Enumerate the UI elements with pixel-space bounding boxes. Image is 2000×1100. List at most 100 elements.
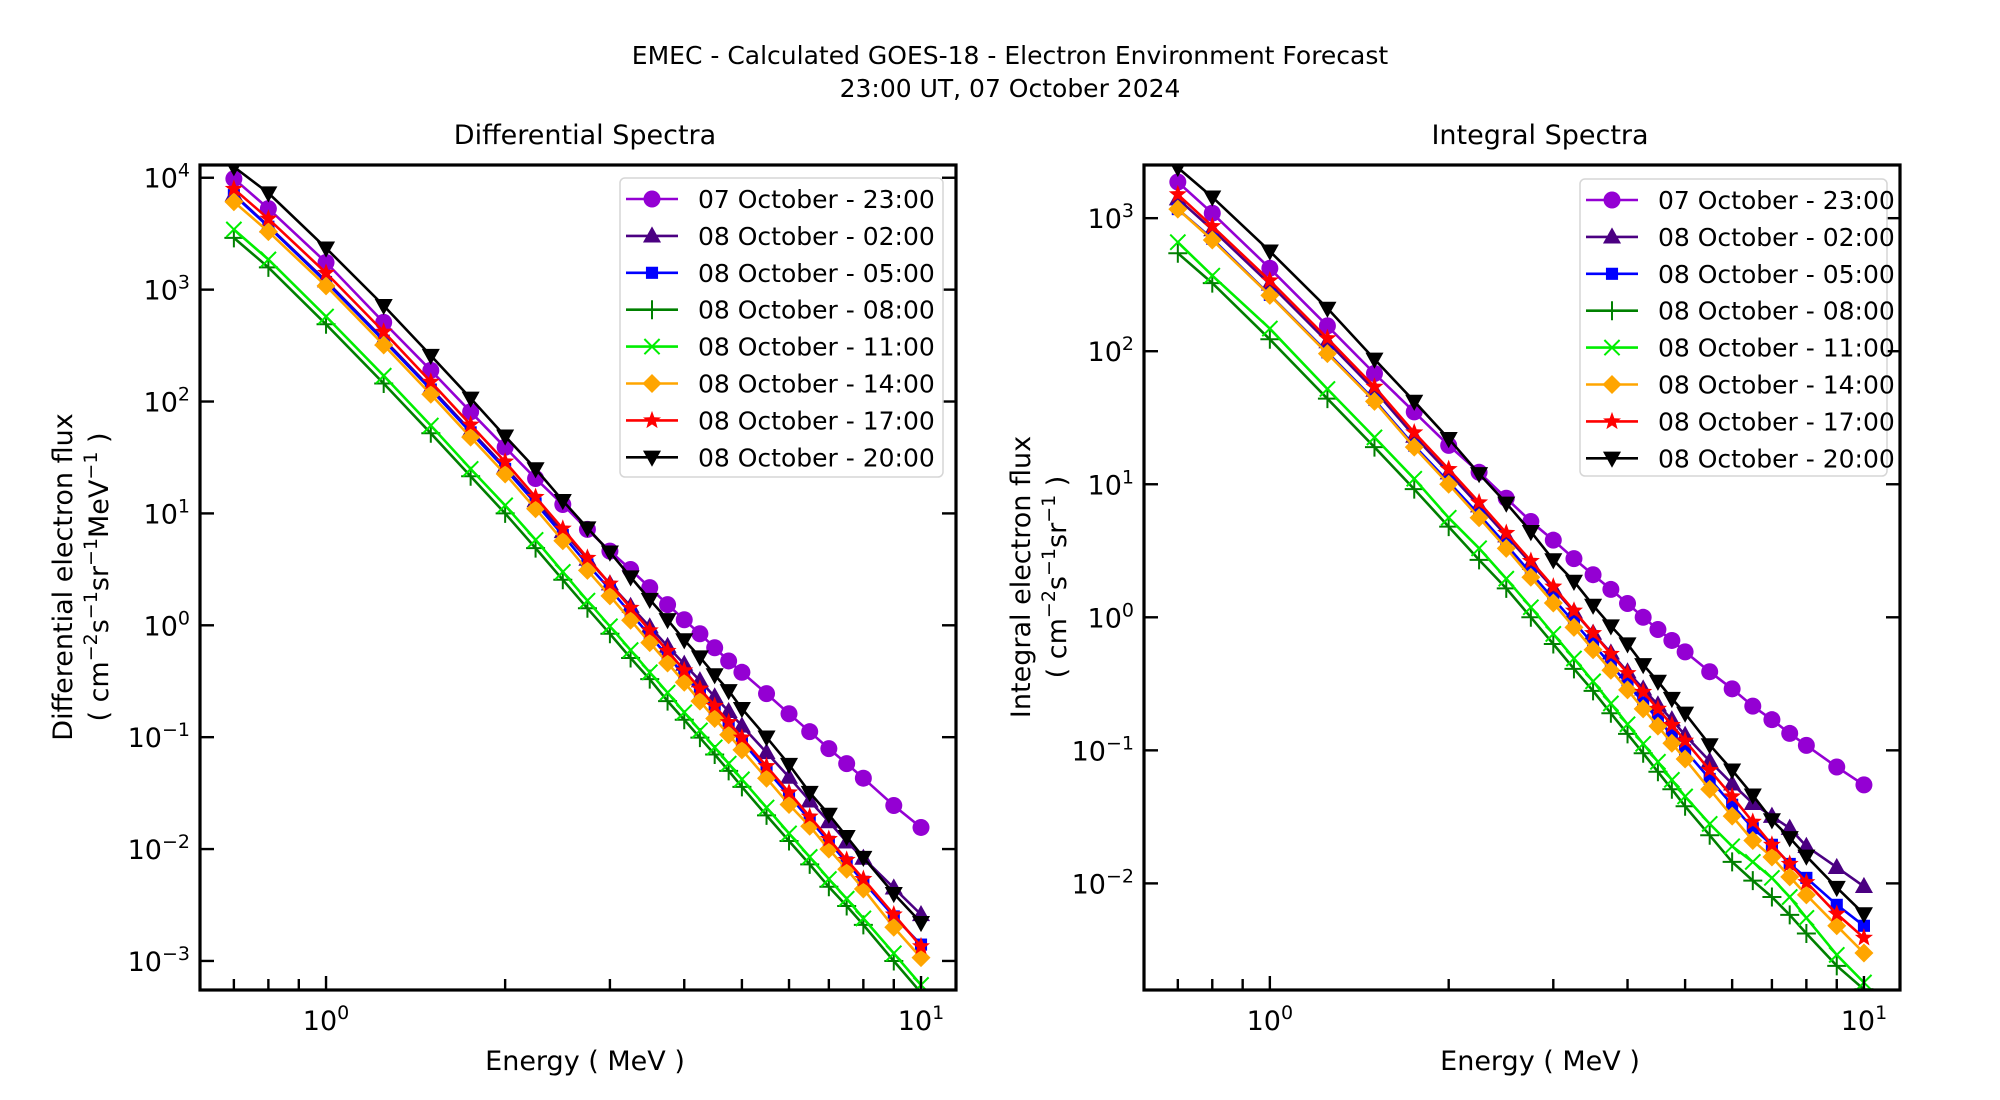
differential-data-point <box>719 712 738 730</box>
differential-data-point <box>225 170 243 188</box>
differential-data-point <box>421 348 440 365</box>
differential-data-point <box>885 797 903 815</box>
differential-data-point <box>421 384 441 404</box>
differential-data-point <box>317 241 336 258</box>
integral-data-point <box>1364 391 1384 411</box>
differential-data-point <box>706 739 723 756</box>
differential-data-point <box>691 722 709 739</box>
integral-data-point <box>1634 682 1653 700</box>
integral-data-point <box>1601 619 1620 636</box>
differential-data-point <box>705 668 724 685</box>
differential-data-point <box>758 799 775 816</box>
integral-data-point <box>1827 904 1846 922</box>
differential-data-point <box>316 276 336 296</box>
differential-data-point <box>800 807 819 825</box>
differential-legend-label: 08 October - 20:00 <box>698 443 935 472</box>
integral-data-point <box>1602 580 1620 598</box>
integral-legend-item: 08 October - 05:00 <box>1586 260 1895 289</box>
integral-data-point <box>1439 459 1458 477</box>
integral-data-point <box>1564 574 1583 591</box>
integral-data-point <box>1780 905 1800 925</box>
differential-data-point <box>757 756 776 774</box>
differential-data-point <box>259 186 278 203</box>
differential-legend-label: 08 October - 02:00 <box>698 222 935 251</box>
integral-data-point <box>1602 695 1620 712</box>
integral-data-point <box>1496 578 1516 598</box>
differential-legend-box <box>619 177 944 478</box>
differential-data-point <box>819 807 838 824</box>
integral-data-point <box>1317 389 1337 409</box>
differential-data-point <box>779 767 799 784</box>
integral-legend-item: 08 October - 17:00 <box>1586 407 1895 436</box>
integral-data-point <box>1168 184 1187 202</box>
differential-legend: 07 October - 23:00 08 October - 02:00 08 O… <box>619 177 944 478</box>
differential-data-point <box>675 703 693 721</box>
integral-data-point <box>1780 831 1799 848</box>
integral-data-point <box>1565 550 1583 568</box>
integral-data-point <box>1743 812 1762 830</box>
integral-legend-marker-star-icon <box>1603 411 1621 430</box>
differential-legend-item: 08 October - 11:00 <box>626 333 935 362</box>
integral-data-point <box>1439 517 1459 537</box>
integral-data-point <box>1723 774 1742 791</box>
integral-data-point <box>1171 165 1185 178</box>
integral-data-point <box>1522 598 1540 616</box>
integral-data-point <box>1318 328 1337 346</box>
integral-data-point <box>1675 749 1695 769</box>
differential-legend-label: 08 October - 05:00 <box>698 259 935 288</box>
integral-data-point <box>1762 887 1782 907</box>
integral-data-point <box>1619 715 1636 733</box>
integral-x-axis-label: Energy ( MeV ) <box>1440 1046 1640 1077</box>
differential-data-point <box>658 641 677 659</box>
integral-data-point <box>1854 907 1873 924</box>
integral-data-point <box>1762 835 1781 853</box>
integral-legend-item: 08 October - 02:00 <box>1586 223 1895 252</box>
integral-y-axis-units: ( cm−2s−1sr−1 ) <box>1038 476 1073 679</box>
integral-data-point <box>1723 837 1741 855</box>
integral-data-point <box>1521 567 1541 587</box>
integral-data-point <box>1169 173 1187 191</box>
differential-data-point <box>675 633 694 650</box>
differential-data-point <box>757 742 776 760</box>
differential-data-point <box>838 890 855 908</box>
integral-legend-label: 08 October - 11:00 <box>1658 334 1895 363</box>
differential-data-point <box>732 701 751 719</box>
differential-data-point <box>719 701 738 719</box>
differential-data-point <box>553 494 572 511</box>
integral-data-point <box>1583 640 1603 660</box>
integral-data-point <box>1700 760 1719 778</box>
integral-y-tick-label: 102 <box>1088 333 1134 368</box>
differential-data-point <box>260 251 277 268</box>
differential-legend-item: 08 October - 14:00 <box>626 370 935 399</box>
integral-y-tick-label: 10−1 <box>1072 732 1134 767</box>
integral-y-tick-label: 103 <box>1088 200 1134 235</box>
integral-data-point <box>1543 634 1563 654</box>
integral-legend-label: 08 October - 08:00 <box>1658 297 1895 326</box>
differential-y-tick-label: 100 <box>144 607 190 642</box>
differential-data-point <box>317 308 335 325</box>
differential-legend-marker-square-icon <box>645 266 659 279</box>
differential-data-point <box>885 945 903 962</box>
integral-data-point <box>1584 598 1603 615</box>
integral-data-point <box>1619 594 1637 612</box>
integral-legend-label: 08 October - 14:00 <box>1658 371 1895 400</box>
integral-legend-item: 08 October - 14:00 <box>1586 371 1895 400</box>
differential-data-point <box>911 915 931 933</box>
differential-data-point <box>374 335 394 355</box>
differential-plot-area <box>224 165 931 990</box>
differential-data-point <box>719 684 738 701</box>
integral-series-07-october-23-00 <box>1169 173 1873 794</box>
integral-data-point <box>1633 699 1653 719</box>
differential-data-point <box>854 869 873 887</box>
integral-data-point <box>1168 243 1188 263</box>
differential-series-08-october-11-00 <box>225 221 930 990</box>
integral-data-point <box>1496 538 1516 558</box>
integral-data-point <box>1319 380 1336 398</box>
differential-data-point <box>732 716 751 733</box>
differential-data-point <box>705 708 725 728</box>
integral-data-point <box>1723 787 1742 805</box>
differential-legend-item: 08 October - 05:00 <box>626 259 935 288</box>
integral-data-point <box>1564 659 1584 679</box>
differential-data-point <box>554 563 572 581</box>
